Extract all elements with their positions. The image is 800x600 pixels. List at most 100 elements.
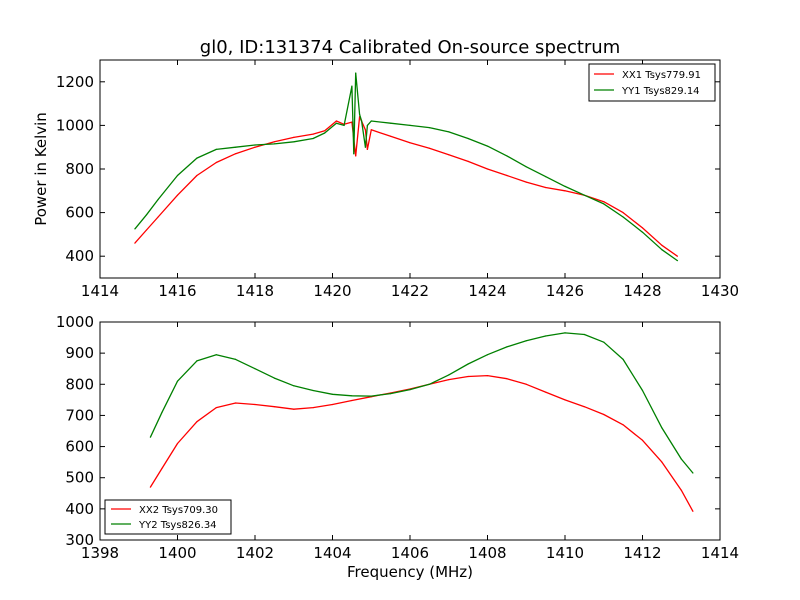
legend-label-xx1: XX1 Tsys779.91 (622, 70, 701, 81)
top-plot-frame (99, 59, 721, 279)
top-series-2-point (343, 124, 345, 126)
bottom-series-1-point (506, 378, 508, 380)
top-series-2-point (293, 141, 295, 143)
bottom-series-1-point (176, 442, 179, 445)
top-series-1-point (603, 201, 605, 203)
bottom-series-line-2 (149, 332, 694, 474)
bottom-series-2-point (273, 377, 275, 379)
top-series-1-point (324, 130, 326, 132)
bottom-series-2-point (196, 360, 198, 362)
bottom-series-2-point (293, 385, 295, 387)
top-series-1-point (273, 141, 275, 143)
bottom-series-2-point (331, 393, 334, 395)
top-series-2-point (428, 127, 430, 129)
bottom-y-tick-label: 500 (65, 469, 94, 487)
bottom-series-2-point (692, 472, 694, 474)
top-series-1-point (641, 227, 644, 229)
top-series-1-point (157, 216, 159, 218)
top-series-2-point (359, 113, 361, 116)
legend-label-xx2: XX2 Tsys709.30 (139, 505, 218, 516)
bottom-series-2-point (370, 395, 372, 397)
top-series-2-point (235, 146, 237, 148)
bottom-series-2-point (545, 335, 547, 337)
top-series-1-point (564, 190, 566, 192)
top-y-tick-label: 600 (65, 204, 94, 222)
bottom-legend-box (104, 499, 232, 535)
top-series-2-point (134, 228, 136, 230)
top-series-1-point (545, 186, 547, 189)
top-series-2-point (448, 131, 450, 133)
top-x-tick-label: 1430 (701, 282, 739, 300)
top-series-2-point (324, 132, 326, 134)
bottom-x-tick-label: 1414 (701, 544, 739, 562)
top-series-1-point (366, 148, 368, 150)
bottom-series-2-point (235, 358, 237, 360)
y-axis-label: Power in Kelvin (32, 112, 50, 226)
top-series-2-point (353, 153, 355, 155)
top-series-1-point (364, 129, 366, 131)
bottom-series-1-point (486, 375, 489, 377)
top-series-1-point (254, 146, 256, 148)
bottom-series-1-point (448, 379, 450, 381)
top-series-2-point (196, 157, 198, 159)
bottom-series-2-point (176, 380, 179, 382)
bottom-plot-frame (99, 321, 721, 541)
bottom-series-2-point (467, 363, 469, 365)
bottom-panel: 1398 1400 1402 1404 1406 1408 1410 1412 1414 300 4… (56, 313, 739, 562)
bottom-series-2-point (409, 389, 411, 391)
bottom-series-2-point (583, 333, 586, 336)
bottom-series-2-point (254, 368, 256, 370)
bottom-series-1-point (351, 399, 353, 402)
top-legend-box (588, 63, 716, 102)
top-series-1-point (293, 136, 295, 138)
bottom-y-tick-label: 600 (65, 438, 94, 456)
top-series-2-point (467, 137, 469, 140)
top-y-tick-label: 400 (65, 247, 94, 265)
bottom-y-tick-label: 900 (65, 344, 94, 362)
top-x-tick-label: 1416 (158, 282, 196, 300)
top-series-2-point (370, 120, 372, 122)
bottom-x-tick-label: 1398 (81, 544, 119, 562)
bottom-series-2-point (622, 358, 624, 360)
top-series-2-point (361, 120, 363, 122)
bottom-series-2-point (351, 395, 353, 397)
top-series-1-point (390, 135, 392, 137)
x-axis-label: Frequency (MHz) (347, 563, 473, 581)
bottom-series-1-point (564, 399, 566, 401)
bottom-x-tick-label: 1400 (158, 544, 196, 562)
top-series-2-point (351, 85, 353, 87)
top-series-1-point (467, 160, 469, 162)
top-series-2-point (525, 166, 527, 168)
top-series-2-point (390, 122, 392, 124)
bottom-series-2-point (486, 354, 489, 356)
top-panel: 1414 1416 1418 1420 1422 1424 1426 1428 1430 400 6… (56, 59, 739, 300)
top-series-1-point (235, 153, 237, 155)
top-series-1-point (448, 154, 450, 156)
top-series-1-point (355, 155, 357, 157)
top-series-2-point (157, 198, 159, 201)
top-series-1-point (176, 194, 179, 196)
bottom-series-1-point (161, 467, 163, 469)
bottom-series-2-point (603, 341, 605, 343)
top-series-2-point (486, 145, 489, 147)
bottom-legend: XX2 Tsys709.30 YY2 Tsys826.34 (104, 499, 232, 535)
bottom-series-2-point (312, 389, 314, 392)
top-series-2-point (364, 146, 366, 148)
chart-title: gl0, ID:131374 Calibrated On-source spec… (200, 37, 620, 58)
bottom-series-2-point (448, 374, 450, 376)
top-series-1-point (506, 174, 508, 177)
bottom-series-1-point (525, 383, 527, 385)
top-series-2-point (355, 72, 357, 74)
bottom-series-2-point (564, 332, 566, 334)
top-series-1-point (351, 121, 353, 123)
bottom-series-1-point (312, 407, 314, 409)
bottom-series-1-point (196, 421, 198, 423)
bottom-y-tick-label: 300 (65, 531, 94, 549)
top-series-2-point (409, 124, 411, 126)
bottom-series-1-point (467, 375, 469, 378)
bottom-series-group (149, 332, 694, 512)
bottom-y-tick-label: 1000 (56, 313, 94, 331)
bottom-series-1-point (692, 510, 694, 512)
bottom-series-1-point (641, 439, 644, 441)
top-series-1-point (196, 174, 198, 177)
